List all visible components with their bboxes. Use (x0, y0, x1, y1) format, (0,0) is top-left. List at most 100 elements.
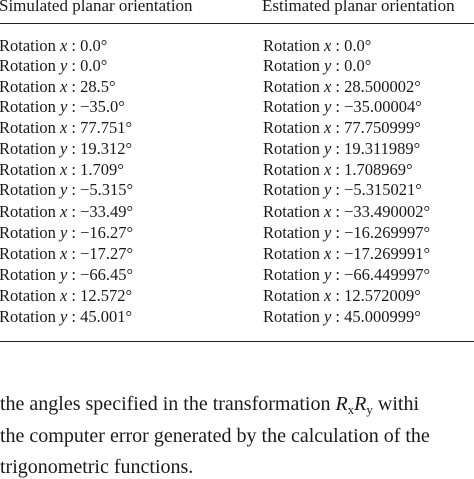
rotation-value: : −17.27° (67, 244, 134, 263)
axis-variable: x (323, 36, 332, 55)
rotation-value: : −66.45° (67, 265, 134, 284)
table-cell-simulated: Rotation y : 45.001° (0, 308, 132, 326)
axis-variable: x (59, 202, 68, 221)
rotation-value: : −17.269991° (331, 244, 431, 263)
axis-variable: y (323, 180, 332, 199)
table-cell-estimated: Rotation x : −17.269991° (263, 245, 430, 263)
rotation-label: Rotation (263, 286, 324, 305)
axis-variable: x (59, 160, 68, 179)
table-cell-simulated: Rotation y : 19.312° (0, 140, 132, 158)
rotation-label: Rotation (263, 202, 324, 221)
table-cell-estimated: Rotation y : 19.311989° (263, 140, 420, 158)
rotation-label: Rotation (0, 223, 60, 242)
table-top-rule (0, 23, 474, 24)
rotation-label: Rotation (263, 139, 324, 158)
rotation-value: : 0.0° (331, 56, 372, 75)
caption-line-2: the computer error generated by the calc… (0, 425, 430, 447)
rotation-label: Rotation (0, 265, 60, 284)
table-cell-simulated: Rotation x : 12.572° (0, 287, 132, 305)
rotation-label: Rotation (0, 97, 60, 116)
rotation-value: : −35.0° (67, 97, 125, 116)
table-cell-estimated: Rotation y : 0.0° (263, 57, 371, 75)
table-cell-simulated: Rotation x : −33.49° (0, 203, 133, 221)
rotation-label: Rotation (0, 180, 60, 199)
rotation-label: Rotation (263, 56, 324, 75)
rotation-value: : −16.27° (67, 223, 134, 242)
axis-variable: x (323, 286, 332, 305)
axis-variable: x (323, 118, 332, 137)
rotation-label: Rotation (0, 202, 60, 221)
rotation-value: : 45.001° (67, 307, 133, 326)
rotation-label: Rotation (0, 286, 60, 305)
table-cell-simulated: Rotation x : 28.5° (0, 78, 116, 96)
table-cell-simulated: Rotation y : 0.0° (0, 57, 107, 75)
table-cell-estimated: Rotation x : −33.490002° (263, 203, 430, 221)
axis-variable: y (59, 56, 68, 75)
rotation-value: : −66.449997° (331, 265, 431, 284)
rotation-label: Rotation (0, 56, 60, 75)
table-cell-estimated: Rotation x : 12.572009° (263, 287, 421, 305)
header-simulated: Simulated planar orientation (0, 0, 193, 15)
rotation-label: Rotation (263, 36, 324, 55)
axis-variable: x (59, 244, 68, 263)
axis-variable: x (323, 244, 332, 263)
axis-variable: y (323, 307, 332, 326)
rotation-value: : 0.0° (331, 36, 372, 55)
math-R-y: Ry (354, 393, 373, 417)
table-cell-simulated: Rotation x : 0.0° (0, 37, 107, 55)
table-bottom-rule (0, 341, 474, 342)
axis-variable: x (323, 77, 332, 96)
rotation-label: Rotation (0, 244, 60, 263)
math-R-x: Rx (335, 393, 355, 417)
axis-variable: y (323, 223, 332, 242)
table-cell-estimated: Rotation y : −35.00004° (263, 98, 422, 116)
rotation-value: : 1.708969° (331, 160, 413, 179)
rotation-label: Rotation (0, 307, 60, 326)
axis-variable: x (323, 160, 332, 179)
axis-variable: x (323, 202, 332, 221)
rotation-value: : 45.000999° (331, 307, 421, 326)
rotation-label: Rotation (263, 180, 324, 199)
rotation-value: : 28.5° (67, 77, 116, 96)
rotation-value: : 12.572° (67, 286, 133, 305)
rotation-value: : 1.709° (67, 160, 124, 179)
axis-variable: y (59, 180, 68, 199)
table-cell-simulated: Rotation y : −35.0° (0, 98, 125, 116)
axis-variable: x (59, 36, 68, 55)
rotation-label: Rotation (263, 265, 324, 284)
rotation-label: Rotation (263, 77, 324, 96)
table-cell-simulated: Rotation y : −66.45° (0, 266, 133, 284)
axis-variable: y (59, 223, 68, 242)
caption-line-1-prefix: the angles specified in the transformati… (0, 393, 336, 415)
rotation-label: Rotation (263, 97, 324, 116)
rotation-value: : 19.312° (67, 139, 133, 158)
rotation-label: Rotation (263, 118, 324, 137)
caption-line-1: the angles specified in the transformati… (0, 392, 419, 422)
table-cell-simulated: Rotation y : −5.315° (0, 181, 133, 199)
axis-variable: y (323, 139, 332, 158)
table-cell-simulated: Rotation y : −16.27° (0, 224, 133, 242)
rotation-label: Rotation (263, 244, 324, 263)
table-cell-estimated: Rotation y : −5.315021° (263, 181, 422, 199)
rotation-label: Rotation (0, 36, 60, 55)
rotation-label: Rotation (0, 139, 60, 158)
rotation-value: : 28.500002° (331, 77, 421, 96)
rotation-value: : −33.49° (67, 202, 134, 221)
rotation-label: Rotation (263, 223, 324, 242)
table-cell-simulated: Rotation x : 1.709° (0, 161, 124, 179)
axis-variable: x (59, 118, 68, 137)
axis-variable: y (59, 265, 68, 284)
rotation-value: : 77.750999° (331, 118, 421, 137)
axis-variable: y (59, 307, 68, 326)
table-cell-simulated: Rotation x : 77.751° (0, 119, 132, 137)
rotation-value: : −35.00004° (331, 97, 422, 116)
rotation-label: Rotation (0, 118, 60, 137)
rotation-value: : −5.315° (67, 180, 134, 199)
caption-line-1-suffix: withi (372, 393, 420, 415)
axis-variable: y (59, 139, 68, 158)
table-cell-estimated: Rotation x : 28.500002° (263, 78, 421, 96)
table-cell-estimated: Rotation y : −66.449997° (263, 266, 430, 284)
axis-variable: y (59, 97, 68, 116)
table-cell-estimated: Rotation x : 1.708969° (263, 161, 413, 179)
table-cell-estimated: Rotation y : −16.269997° (263, 224, 430, 242)
